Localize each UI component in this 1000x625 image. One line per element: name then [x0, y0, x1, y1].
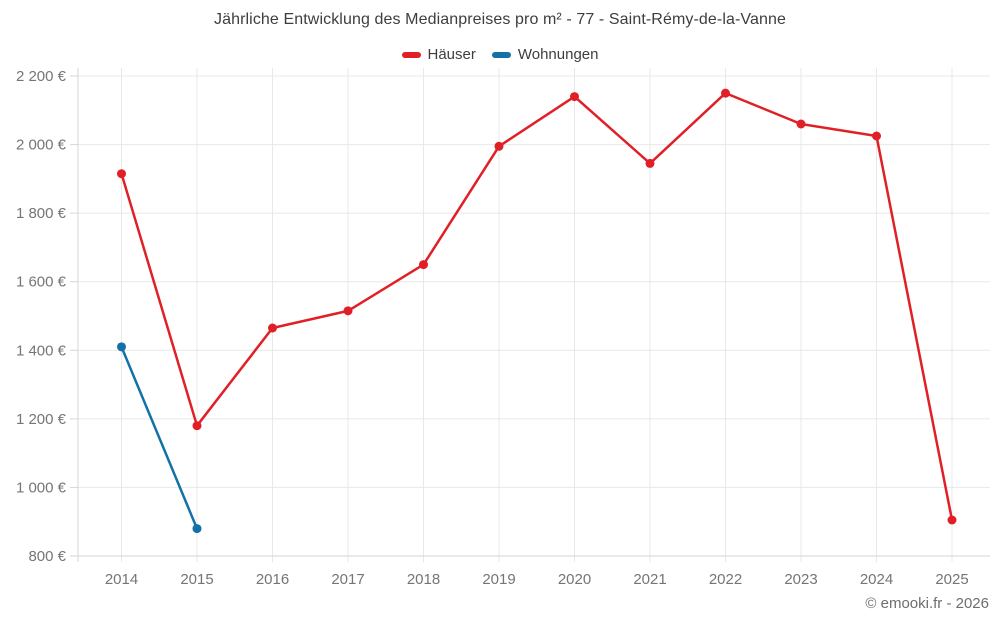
y-axis-label-800: 800 € — [28, 548, 66, 565]
legend-label-wohnungen: Wohnungen — [517, 46, 599, 63]
haeuser-series-swatch-icon — [401, 51, 421, 58]
y-axis-label-1000: 1 000 € — [16, 479, 67, 496]
h-user-point-2018[interactable] — [419, 260, 428, 270]
h-user-point-2022[interactable] — [721, 88, 730, 98]
x-axis-label-2023: 2023 — [784, 571, 817, 588]
wohnungen-point-2015[interactable] — [192, 524, 202, 534]
legend-label-haeuser: Häuser — [427, 46, 476, 63]
chart-title: Jährliche Entwicklung des Medianpreises … — [214, 11, 786, 28]
x-axis-label-2025: 2025 — [935, 571, 968, 588]
x-axis-label-2020: 2020 — [558, 571, 591, 588]
h-user-point-2019[interactable] — [494, 141, 504, 151]
x-axis-label-2018: 2018 — [407, 571, 440, 588]
y-axis-label-1200: 1 200 € — [16, 411, 67, 428]
wohnungen-series-swatch-icon — [491, 51, 511, 58]
h-user-point-2016[interactable] — [268, 323, 277, 333]
h-user-point-2024[interactable] — [872, 131, 881, 141]
x-axis-label-2019: 2019 — [482, 571, 515, 588]
x-axis-label-2014: 2014 — [105, 571, 138, 588]
wohnungen-line — [120, 345, 199, 530]
x-axis-label-2017: 2017 — [331, 571, 364, 588]
x-axis-label-2021: 2021 — [633, 571, 666, 588]
h-user-point-2020[interactable] — [570, 92, 579, 102]
y-axis-label-1800: 1 800 € — [16, 205, 67, 222]
h-user-line — [120, 91, 954, 522]
y-axis-label-1600: 1 600 € — [16, 274, 67, 291]
x-axis-label-2022: 2022 — [709, 571, 742, 588]
x-axis-label-2015: 2015 — [180, 571, 213, 588]
x-axis-label-2024: 2024 — [860, 571, 893, 588]
y-axis-label-1400: 1 400 € — [16, 342, 67, 359]
footer-credit: © emooki.fr - 2026 — [865, 595, 989, 612]
h-user-point-2023[interactable] — [796, 119, 806, 129]
y-axis-label-2000: 2 000 € — [16, 137, 67, 154]
h-user-point-2021[interactable] — [645, 158, 655, 168]
h-user-point-2017[interactable] — [343, 306, 353, 316]
legend-item-haeuser[interactable]: Häuser — [401, 46, 476, 63]
h-user-point-2015[interactable] — [192, 421, 202, 431]
legend: Häuser Wohnungen — [0, 46, 1000, 63]
h-user-point-2014[interactable] — [117, 169, 126, 179]
y-axis-label-2200: 2 200 € — [16, 68, 67, 85]
wohnungen-point-2014[interactable] — [117, 342, 126, 352]
h-user-point-2025[interactable] — [947, 515, 957, 525]
x-axis-label-2016: 2016 — [256, 571, 289, 588]
legend-item-wohnungen[interactable]: Wohnungen — [491, 46, 599, 63]
